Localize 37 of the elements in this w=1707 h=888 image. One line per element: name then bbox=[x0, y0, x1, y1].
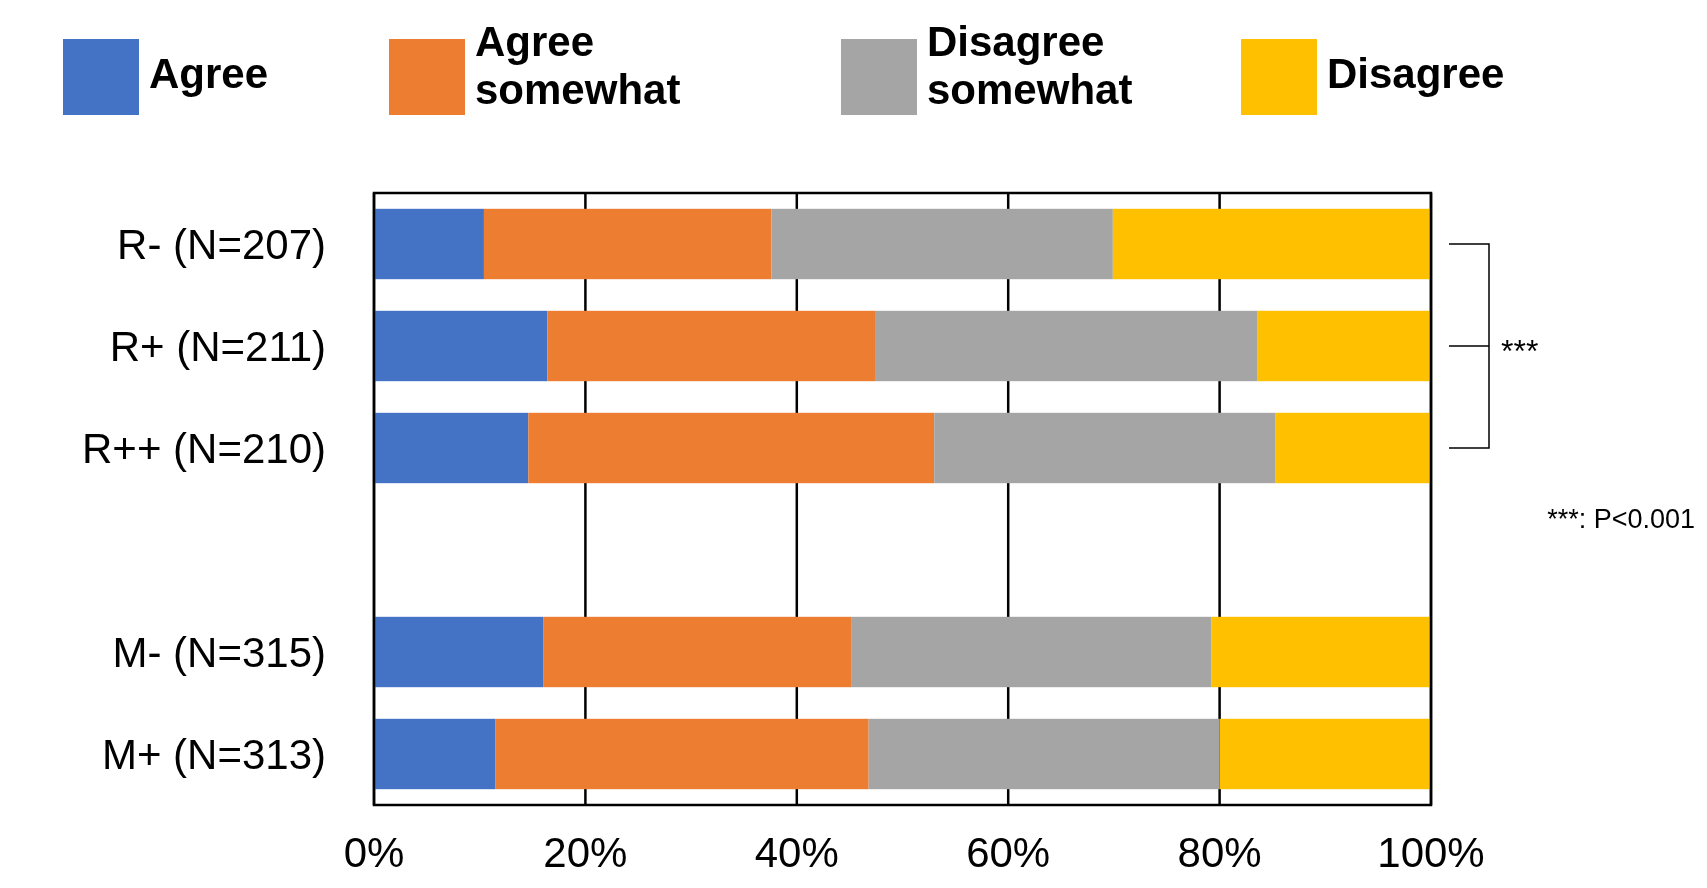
legend-label: Disagree somewhat bbox=[927, 18, 1133, 113]
x-tick-label: 40% bbox=[754, 829, 839, 876]
bar bbox=[875, 310, 1258, 382]
y-tick-label: R+ (N=211) bbox=[109, 323, 326, 370]
x-tick-label: 20% bbox=[543, 829, 628, 876]
y-tick-label: M- (N=315) bbox=[112, 629, 326, 676]
x-tick-label: 60% bbox=[966, 829, 1051, 876]
bar bbox=[374, 412, 529, 484]
legend-label: Agree somewhat bbox=[475, 18, 681, 113]
bar bbox=[1112, 208, 1431, 280]
y-tick-label: R++ (N=210) bbox=[82, 425, 326, 472]
bar bbox=[1211, 616, 1431, 688]
bar bbox=[495, 718, 869, 790]
legend-label: Agree bbox=[149, 50, 269, 97]
bar bbox=[934, 412, 1276, 484]
bar bbox=[851, 616, 1212, 688]
text: *** bbox=[1501, 333, 1539, 369]
x-tick-label: 80% bbox=[1177, 829, 1262, 876]
bar bbox=[1275, 412, 1431, 484]
legend-label: Disagree bbox=[1327, 50, 1505, 97]
bar bbox=[868, 718, 1220, 790]
bar bbox=[1219, 718, 1431, 790]
y-tick-label: R- (N=207) bbox=[117, 221, 326, 268]
bar bbox=[1257, 310, 1431, 382]
bar bbox=[528, 412, 935, 484]
bar bbox=[483, 208, 772, 280]
x-tick-label: 0% bbox=[343, 829, 405, 876]
x-tick-label: 100% bbox=[1377, 829, 1485, 876]
y-tick-label: M+ (N=313) bbox=[101, 731, 326, 778]
bar bbox=[771, 208, 1113, 280]
bar bbox=[374, 718, 496, 790]
bar bbox=[374, 616, 544, 688]
bar bbox=[374, 310, 548, 382]
bar bbox=[547, 310, 876, 382]
bar bbox=[543, 616, 852, 688]
bar bbox=[374, 208, 484, 280]
text: ***: P<0.001 bbox=[1547, 504, 1695, 534]
